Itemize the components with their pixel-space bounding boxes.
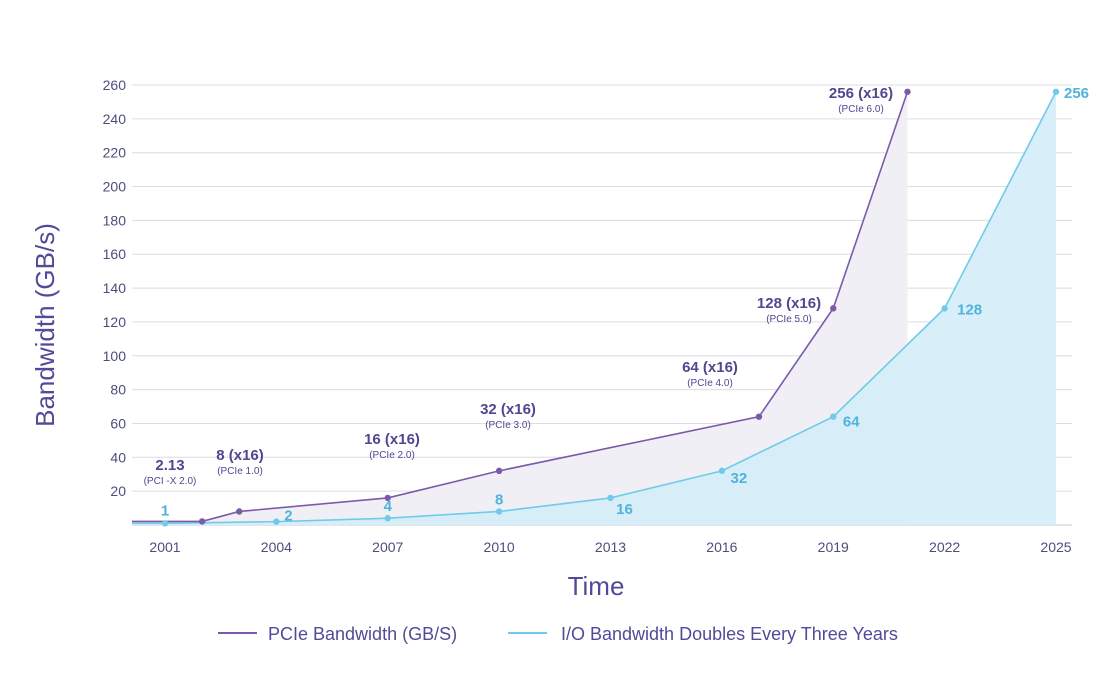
x-tick-label: 2025 [1040, 539, 1071, 555]
y-tick-label: 60 [110, 415, 126, 431]
pcie-point [904, 88, 911, 95]
pcie-point [830, 305, 837, 312]
x-axis-label: Time [568, 571, 625, 601]
pcie-data-sublabel: (PCIe 3.0) [485, 420, 531, 431]
pcie-data-label: 32 (x16) [480, 401, 536, 418]
point-layer [161, 88, 1060, 527]
io-point [607, 494, 614, 502]
pcie-data-label: 16 (x16) [364, 431, 420, 448]
pcie-data-label: 256 (x16) [829, 85, 893, 102]
io-point [718, 467, 726, 475]
io-data-label: 8 [495, 491, 503, 508]
y-tick-label: 160 [103, 246, 127, 262]
y-tick-label: 80 [110, 382, 126, 398]
legend-pcie-label: PCIe Bandwidth (GB/S) [268, 624, 457, 644]
io-data-label: 256 [1064, 85, 1089, 102]
io-data-label: 2 [284, 508, 292, 525]
pcie-series-line [132, 91, 909, 523]
x-tick-label: 2022 [929, 539, 960, 555]
io-point [495, 508, 503, 515]
io-data-label: 64 [843, 414, 860, 431]
io-series-line [132, 91, 1057, 525]
io-point [1052, 88, 1060, 95]
y-axis-label: Bandwidth (GB/s) [30, 223, 60, 427]
fill-layer [132, 91, 1056, 526]
pcie-point [198, 518, 206, 525]
pcie-point [384, 494, 391, 502]
y-tick-label: 260 [103, 77, 127, 93]
pcie-data-label: 64 (x16) [682, 359, 738, 376]
pcie-data-label: 2.13 [155, 457, 184, 474]
line-layer [132, 91, 1057, 525]
x-tick-label: 2010 [484, 539, 515, 555]
pcie-point [236, 508, 243, 515]
pcie-data-label: 128 (x16) [757, 295, 821, 312]
x-tick-label: 2013 [595, 539, 626, 555]
io-data-label: 128 [957, 301, 982, 318]
y-tick-label: 120 [103, 314, 127, 330]
io-point [941, 305, 948, 312]
pcie-data-sublabel: (PCIe 5.0) [766, 314, 812, 325]
y-tick-label: 180 [103, 212, 127, 228]
x-tick-label: 2007 [372, 539, 403, 555]
io-data-label: 4 [384, 498, 393, 515]
x-tick-label: 2004 [261, 539, 292, 555]
y-tick-label: 100 [103, 348, 127, 364]
x-tick-label: 2019 [818, 539, 849, 555]
io-data-label: 1 [161, 502, 169, 519]
io-area [132, 91, 1056, 526]
x-tick-label: 2001 [149, 539, 180, 555]
pcie-data-sublabel: (PCI -X 2.0) [144, 476, 197, 487]
label-layer: 1 2 4 8 16 32 64 128 256 2.13 (PCI -X 2.0) 8 (x16) (… [144, 85, 1089, 525]
x-tick-label: 2016 [706, 539, 737, 555]
io-point [161, 520, 169, 527]
io-data-label: 32 [731, 470, 748, 487]
y-tick-label: 140 [103, 280, 127, 296]
pcie-data-sublabel: (PCIe 1.0) [217, 466, 263, 477]
y-tick-label: 200 [103, 179, 127, 195]
legend: PCIe Bandwidth (GB/S) I/O Bandwidth Doub… [218, 624, 898, 644]
io-point [830, 413, 837, 420]
pcie-data-sublabel: (PCIe 6.0) [838, 104, 884, 115]
legend-io-label: I/O Bandwidth Doubles Every Three Years [561, 624, 898, 644]
pcie-data-sublabel: (PCIe 2.0) [369, 450, 415, 461]
io-data-label: 16 [616, 501, 633, 518]
y-tick-label: 20 [110, 483, 126, 499]
y-tick-label: 240 [103, 111, 127, 127]
pcie-point [755, 413, 763, 420]
pcie-point [495, 467, 503, 475]
axis-layer: 20 40 60 80 100 120 140 160 180 200 220 240 260 2001 2… [103, 77, 1072, 555]
io-point [273, 518, 280, 525]
io-point [384, 515, 391, 522]
y-tick-label: 220 [103, 145, 127, 161]
pcie-data-label: 8 (x16) [216, 447, 264, 464]
y-tick-label: 40 [110, 449, 126, 465]
pcie-data-sublabel: (PCIe 4.0) [687, 378, 733, 389]
